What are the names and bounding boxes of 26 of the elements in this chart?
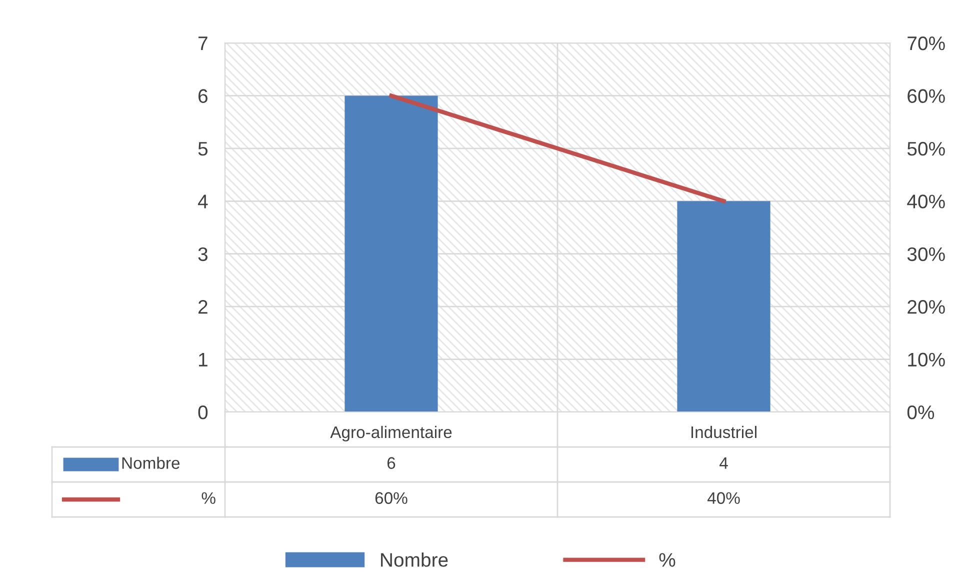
y2-tick-label: 0% (907, 405, 934, 420)
y2-tick-label: 30% (907, 247, 945, 262)
data-label: 4 (720, 457, 728, 469)
y2-tick-label: 20% (908, 300, 945, 314)
text: Nombre (122, 456, 180, 469)
legend-label: % (659, 553, 676, 567)
x-tick-label: Agro-alimentaire (330, 426, 452, 442)
data-label: 6 (387, 457, 396, 469)
legend-label: Nombre (381, 552, 448, 567)
y-tick-label: 2 (198, 300, 208, 314)
y-tick-label: 3 (198, 247, 208, 262)
y2-tick-label: 10% (908, 352, 945, 367)
y-tick-label: 7 (198, 36, 208, 50)
y2-tick-label: 60% (908, 89, 945, 103)
text: % (202, 492, 216, 504)
y-tick-label: 6 (198, 89, 208, 103)
data-label: 60% (375, 492, 408, 504)
y-tick-label: 5 (198, 142, 208, 156)
data-label: 40% (707, 492, 740, 504)
y2-tick-label: 70% (908, 36, 945, 50)
y2-tick-label: 40% (907, 194, 945, 208)
y2-tick-label: 50% (907, 142, 945, 156)
y-tick-label: 1 (199, 352, 208, 366)
x-tick-label: Industriel (691, 426, 756, 438)
y-tick-label: 0 (198, 405, 208, 420)
y-tick-label: 4 (198, 194, 208, 208)
